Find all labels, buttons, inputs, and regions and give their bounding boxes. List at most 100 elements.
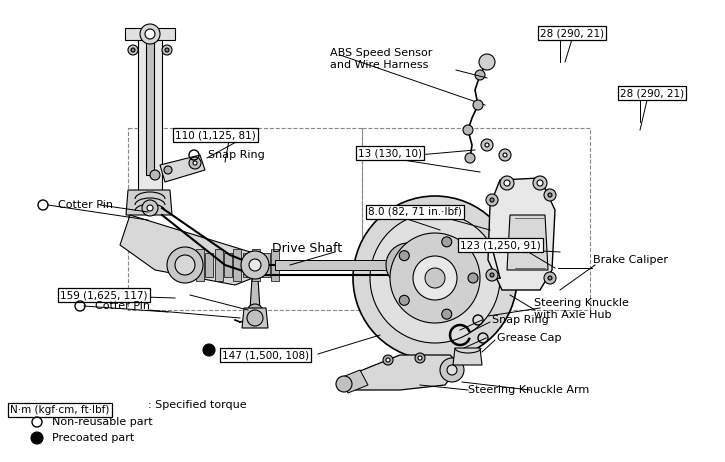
Polygon shape xyxy=(262,253,270,277)
Circle shape xyxy=(504,180,510,186)
Circle shape xyxy=(463,125,473,135)
Circle shape xyxy=(548,276,552,280)
Circle shape xyxy=(247,310,263,326)
Polygon shape xyxy=(453,348,482,365)
Circle shape xyxy=(486,194,498,206)
Text: Snap Ring: Snap Ring xyxy=(492,315,549,325)
Text: Brake Caliper: Brake Caliper xyxy=(593,255,668,265)
Text: 123 (1,250, 91): 123 (1,250, 91) xyxy=(460,240,541,250)
Polygon shape xyxy=(350,355,460,390)
Text: N·m (kgf·cm, ft·lbf): N·m (kgf·cm, ft·lbf) xyxy=(10,405,109,415)
Text: 147 (1,500, 108): 147 (1,500, 108) xyxy=(222,350,309,360)
Circle shape xyxy=(386,243,430,287)
Circle shape xyxy=(128,45,138,55)
Polygon shape xyxy=(196,249,204,281)
Circle shape xyxy=(370,213,500,343)
Circle shape xyxy=(533,176,547,190)
Circle shape xyxy=(490,198,494,202)
Circle shape xyxy=(175,255,195,275)
Circle shape xyxy=(490,273,494,277)
Circle shape xyxy=(440,358,464,382)
Text: Precoated part: Precoated part xyxy=(52,433,134,443)
Text: 110 (1,125, 81): 110 (1,125, 81) xyxy=(175,130,256,140)
Text: Cotter Pin: Cotter Pin xyxy=(58,200,113,210)
Circle shape xyxy=(383,355,393,365)
Circle shape xyxy=(499,149,511,161)
Circle shape xyxy=(390,233,480,323)
Text: Steering Knuckle
with Axle Hub: Steering Knuckle with Axle Hub xyxy=(534,298,629,320)
Polygon shape xyxy=(243,253,251,277)
Circle shape xyxy=(145,29,155,39)
Circle shape xyxy=(503,153,507,157)
Circle shape xyxy=(147,205,153,211)
Polygon shape xyxy=(250,278,260,310)
Circle shape xyxy=(252,309,258,315)
Bar xyxy=(275,260,405,270)
Circle shape xyxy=(486,269,498,281)
Text: 28 (290, 21): 28 (290, 21) xyxy=(540,28,604,38)
Polygon shape xyxy=(138,30,162,195)
Circle shape xyxy=(465,153,475,163)
Polygon shape xyxy=(271,249,279,281)
Circle shape xyxy=(247,304,263,320)
Circle shape xyxy=(131,48,135,52)
Text: 159 (1,625, 117): 159 (1,625, 117) xyxy=(60,290,147,300)
Polygon shape xyxy=(215,249,223,281)
Circle shape xyxy=(479,54,495,70)
Circle shape xyxy=(165,48,169,52)
Text: Steering Knuckle Arm: Steering Knuckle Arm xyxy=(468,385,589,395)
Circle shape xyxy=(442,237,452,247)
Polygon shape xyxy=(507,215,548,270)
Polygon shape xyxy=(160,155,205,182)
Circle shape xyxy=(537,180,543,186)
Circle shape xyxy=(473,100,483,110)
Circle shape xyxy=(150,170,160,180)
Circle shape xyxy=(399,251,409,261)
Text: Non-reusable part: Non-reusable part xyxy=(52,417,153,427)
Circle shape xyxy=(447,365,457,375)
Circle shape xyxy=(485,143,489,147)
Circle shape xyxy=(193,161,197,165)
Text: Grease Cap: Grease Cap xyxy=(497,333,561,343)
Polygon shape xyxy=(126,190,172,215)
Text: ABS Speed Sensor
and Wire Harness: ABS Speed Sensor and Wire Harness xyxy=(330,48,432,70)
Circle shape xyxy=(418,356,422,360)
Circle shape xyxy=(336,376,352,392)
Circle shape xyxy=(203,344,215,356)
Circle shape xyxy=(468,273,478,283)
Circle shape xyxy=(189,157,201,169)
Circle shape xyxy=(241,251,269,279)
Polygon shape xyxy=(233,249,241,281)
Circle shape xyxy=(167,247,203,283)
Text: Snap Ring: Snap Ring xyxy=(208,150,265,160)
Text: 8.0 (82, 71 in.·lbf): 8.0 (82, 71 in.·lbf) xyxy=(368,207,462,217)
Circle shape xyxy=(413,256,457,300)
Polygon shape xyxy=(146,40,154,175)
Circle shape xyxy=(548,193,552,197)
Polygon shape xyxy=(205,253,213,277)
Circle shape xyxy=(475,70,485,80)
Polygon shape xyxy=(224,253,232,277)
Circle shape xyxy=(425,268,445,288)
Circle shape xyxy=(353,196,517,360)
Circle shape xyxy=(500,176,514,190)
Circle shape xyxy=(386,358,390,362)
Circle shape xyxy=(399,295,409,305)
Text: 13 (130, 10): 13 (130, 10) xyxy=(358,148,422,158)
Polygon shape xyxy=(488,178,555,290)
Circle shape xyxy=(415,353,425,363)
Text: : Specified torque: : Specified torque xyxy=(148,400,246,410)
Circle shape xyxy=(142,200,158,216)
Circle shape xyxy=(544,189,556,201)
Polygon shape xyxy=(408,260,435,270)
Circle shape xyxy=(481,139,493,151)
Polygon shape xyxy=(120,215,268,285)
Circle shape xyxy=(442,309,452,319)
Circle shape xyxy=(162,45,172,55)
Polygon shape xyxy=(125,28,175,40)
Circle shape xyxy=(164,166,172,174)
Text: Cotter Pin: Cotter Pin xyxy=(95,301,150,311)
Text: Drive Shaft: Drive Shaft xyxy=(272,242,342,255)
Circle shape xyxy=(249,259,261,271)
Polygon shape xyxy=(242,308,268,328)
